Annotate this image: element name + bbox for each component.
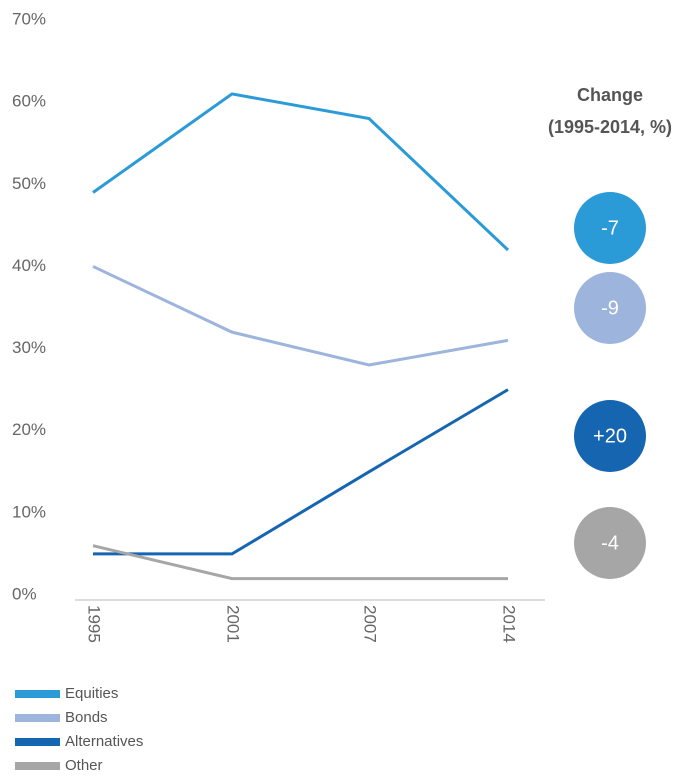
series-line bbox=[93, 388, 509, 556]
change-title: Change bbox=[577, 85, 643, 105]
x-tick-label: 2007 bbox=[361, 605, 380, 643]
change-badge bbox=[574, 507, 646, 579]
y-tick-label: 70% bbox=[12, 9, 46, 28]
y-tick-label: 0% bbox=[12, 584, 37, 603]
y-tick-label: 20% bbox=[12, 420, 46, 439]
change-label: +20 bbox=[593, 425, 627, 447]
series-line bbox=[92, 544, 508, 581]
legend-swatch bbox=[15, 738, 60, 746]
x-tick-label: 2001 bbox=[224, 605, 243, 643]
legend-label: Equities bbox=[65, 685, 118, 702]
y-tick-label: 30% bbox=[12, 338, 46, 357]
legend-swatch bbox=[15, 762, 60, 770]
change-badge bbox=[574, 272, 646, 344]
legend-swatch bbox=[15, 714, 60, 722]
x-tick-label: 1995 bbox=[85, 605, 104, 643]
y-tick-label: 40% bbox=[12, 256, 46, 275]
change-label: -9 bbox=[601, 297, 619, 319]
y-tick-label: 10% bbox=[12, 502, 46, 521]
x-tick-label: 2014 bbox=[500, 605, 519, 643]
series-line bbox=[92, 265, 509, 367]
y-tick-label: 60% bbox=[12, 92, 46, 111]
legend-label: Other bbox=[65, 757, 103, 774]
change-label: -4 bbox=[601, 532, 619, 554]
y-tick-label: 50% bbox=[12, 174, 46, 193]
change-badge bbox=[574, 192, 646, 264]
change-subtitle: (1995-2014, %) bbox=[548, 117, 672, 137]
legend-label: Bonds bbox=[65, 709, 108, 726]
change-badge bbox=[574, 400, 646, 472]
legend-swatch bbox=[15, 690, 60, 698]
change-label: -7 bbox=[601, 217, 619, 239]
series-line bbox=[92, 92, 510, 252]
legend-label: Alternatives bbox=[65, 733, 143, 750]
